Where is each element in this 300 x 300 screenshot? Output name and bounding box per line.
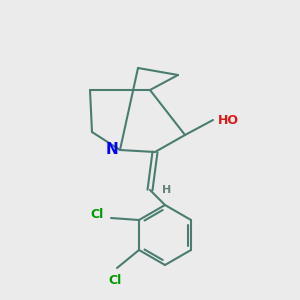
Text: HO: HO [218,113,239,127]
Text: Cl: Cl [108,274,122,286]
Text: Cl: Cl [90,208,104,221]
Text: N: N [106,142,118,158]
Text: H: H [162,185,171,195]
